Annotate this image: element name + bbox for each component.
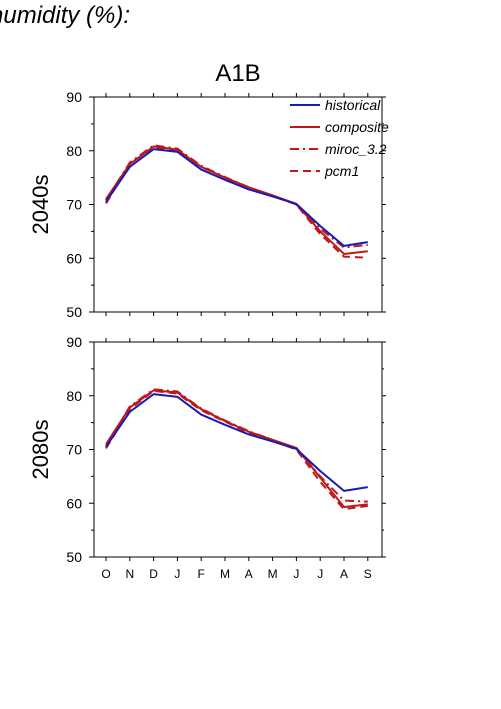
legend-label: miroc_3.2 — [325, 141, 387, 157]
x-tick-label: J — [317, 567, 323, 581]
series-line-miroc_3.2 — [105, 388, 368, 503]
legend-label: composite — [325, 119, 389, 135]
x-tick-label: A — [340, 567, 348, 581]
y-tick-label: 80 — [66, 143, 82, 159]
y-tick-label: 80 — [66, 388, 82, 404]
x-tick-label: S — [364, 567, 372, 581]
y-axis-label: 2080s — [28, 420, 53, 480]
x-tick-label: D — [149, 567, 158, 581]
x-tick-label: M — [268, 567, 278, 581]
series-line-pcm1 — [105, 146, 368, 259]
legend-label: pcm1 — [324, 163, 359, 179]
x-tick-label: M — [220, 567, 230, 581]
y-axis-label: 2040s — [28, 175, 53, 235]
y-tick-label: 50 — [66, 304, 82, 320]
y-tick-label: 60 — [66, 495, 82, 511]
x-tick-label: A — [245, 567, 253, 581]
figure-title: humidity (%): — [0, 2, 131, 29]
series-line-historical — [105, 148, 368, 247]
y-tick-label: 70 — [66, 197, 82, 213]
x-tick-label: J — [174, 567, 180, 581]
x-tick-label: O — [101, 567, 110, 581]
y-tick-label: 60 — [66, 250, 82, 266]
y-tick-label: 90 — [66, 334, 82, 350]
y-tick-label: 90 — [66, 89, 82, 105]
y-tick-label: 50 — [66, 549, 82, 565]
x-tick-label: N — [125, 567, 134, 581]
series-line-pcm1 — [105, 389, 368, 511]
plot-frame-2080s — [93, 341, 383, 558]
chart-title: A1B — [215, 60, 260, 87]
x-tick-label: F — [198, 567, 205, 581]
y-tick-label: 70 — [66, 442, 82, 458]
legend-label: historical — [325, 97, 381, 113]
series-line-historical — [105, 393, 368, 492]
series-line-composite — [105, 389, 368, 509]
series-line-miroc_3.2 — [105, 144, 368, 249]
x-tick-label: J — [293, 567, 299, 581]
